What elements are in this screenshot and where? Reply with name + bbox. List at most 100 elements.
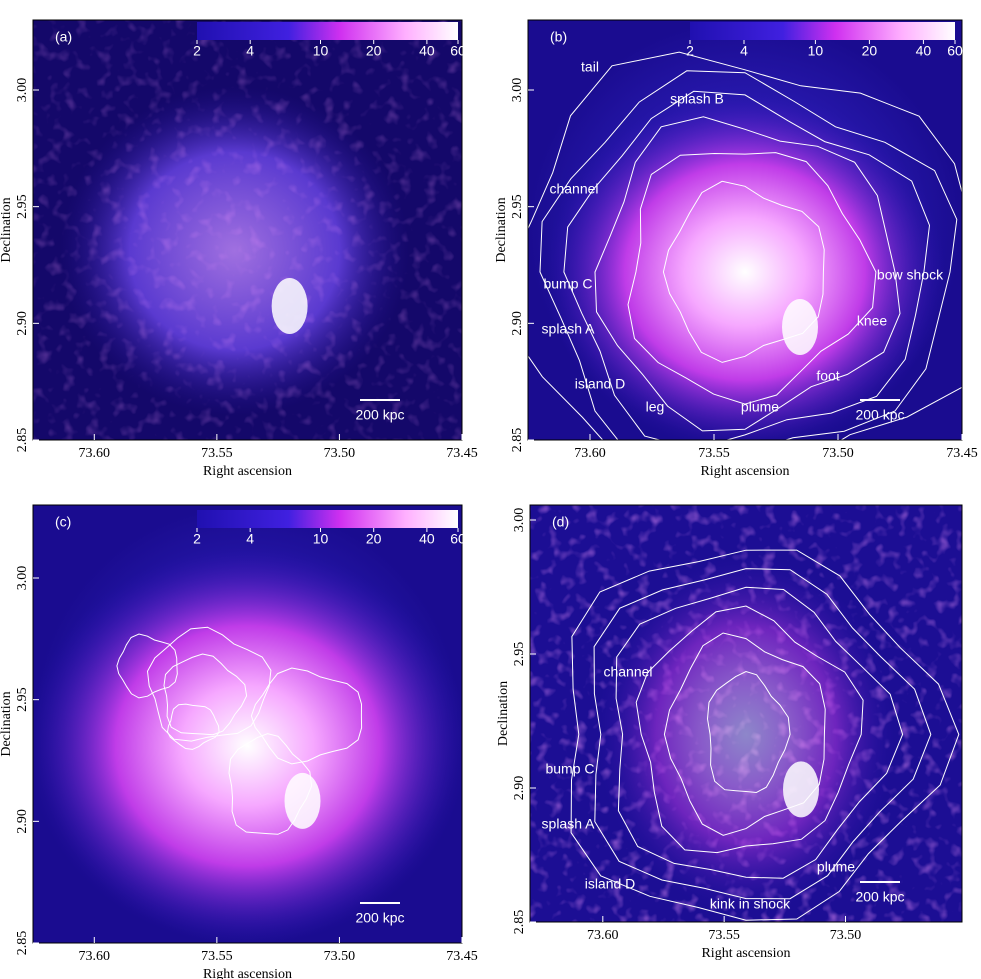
x-tick-label: 73.45 bbox=[446, 949, 478, 964]
annotation: bump C bbox=[543, 276, 592, 292]
y-tick-label: 2.95 bbox=[15, 687, 30, 712]
annotation: channel bbox=[549, 181, 598, 197]
x-tick-label: 73.60 bbox=[79, 446, 111, 461]
x-tick-label: 73.60 bbox=[574, 446, 606, 461]
image bbox=[528, 20, 962, 440]
contour bbox=[228, 733, 313, 835]
x-tick-label: 73.60 bbox=[79, 949, 111, 964]
cluster-emission bbox=[545, 92, 945, 440]
colorbar-tick-label: 4 bbox=[246, 531, 254, 547]
colorbar-tick-label: 10 bbox=[808, 43, 824, 59]
colorbar-tick-label: 4 bbox=[246, 43, 254, 59]
contour bbox=[662, 180, 825, 363]
x-tick-label: 73.50 bbox=[324, 446, 356, 461]
annotation: foot bbox=[816, 368, 839, 384]
colorbar-tick-label: 20 bbox=[366, 531, 382, 547]
contour bbox=[594, 116, 901, 432]
colorbar-tick-label: 20 bbox=[366, 43, 382, 59]
colorbar-tick-label: 10 bbox=[313, 531, 329, 547]
y-tick-label: 2.90 bbox=[15, 311, 30, 336]
bright-core bbox=[783, 761, 819, 818]
x-tick-label: 73.50 bbox=[324, 949, 356, 964]
colorbar-tick-label: 2 bbox=[686, 43, 694, 59]
bright-core bbox=[271, 278, 308, 334]
scale-bar-label: 200 kpc bbox=[355, 407, 404, 423]
x-tick-label: 73.55 bbox=[698, 446, 730, 461]
y-tick-label: 2.90 bbox=[512, 776, 527, 801]
y-axis-label: Declination bbox=[0, 197, 14, 262]
annotation: island D bbox=[585, 876, 636, 892]
bright-core bbox=[782, 299, 818, 355]
colorbar-tick-label: 60 bbox=[450, 531, 466, 547]
scale-bar-label: 200 kpc bbox=[855, 889, 904, 905]
annotation: bump C bbox=[545, 761, 594, 777]
colorbar-tick-label: 40 bbox=[916, 43, 932, 59]
scale-bar-label: 200 kpc bbox=[355, 910, 404, 926]
colorbar-tick-label: 40 bbox=[419, 531, 435, 547]
contour bbox=[539, 70, 958, 440]
bright-core bbox=[284, 772, 321, 829]
image bbox=[33, 20, 462, 440]
panel-label: (a) bbox=[55, 29, 72, 45]
annotation: kink in shock bbox=[710, 896, 791, 912]
colorbar-tick-label: 20 bbox=[862, 43, 878, 59]
annotation: leg bbox=[646, 399, 665, 415]
y-tick-label: 2.95 bbox=[15, 194, 30, 219]
y-tick-label: 2.85 bbox=[15, 931, 30, 956]
colorbar-tick-label: 2 bbox=[193, 43, 201, 59]
colorbar-tick-label: 40 bbox=[419, 43, 435, 59]
contour bbox=[627, 152, 877, 405]
panel: 73.60 73.55 73.50 73.45 2.85 2.90 2.95 3.00 Righ… bbox=[0, 19, 478, 479]
colorbar-tick-label: 4 bbox=[740, 43, 748, 59]
y-tick-label: 2.85 bbox=[510, 428, 525, 453]
y-tick-label: 2.85 bbox=[512, 910, 527, 935]
y-tick-label: 3.00 bbox=[15, 78, 30, 103]
colorbar bbox=[197, 510, 458, 528]
x-tick-label: 73.50 bbox=[822, 446, 854, 461]
contour bbox=[563, 90, 931, 440]
colorbar-tick-label: 2 bbox=[193, 531, 201, 547]
y-tick-label: 2.95 bbox=[512, 642, 527, 667]
contour bbox=[615, 586, 904, 879]
x-axis-label: Right ascension bbox=[203, 464, 292, 479]
panel: 73.60 73.55 73.50 73.45 2.85 2.90 2.95 3.00 Righ… bbox=[0, 504, 478, 979]
annotation: tail bbox=[581, 59, 599, 75]
panel: 73.60 73.55 73.50 73.45 2.85 2.90 2.95 3.00 Righ… bbox=[494, 19, 978, 479]
contour bbox=[116, 633, 178, 699]
contour bbox=[663, 632, 826, 836]
cluster-emission bbox=[33, 545, 462, 943]
x-tick-label: 73.45 bbox=[946, 446, 978, 461]
y-tick-label: 2.90 bbox=[510, 311, 525, 336]
y-axis-label: Declination bbox=[494, 197, 509, 262]
frame bbox=[32, 504, 463, 944]
frame bbox=[32, 19, 463, 441]
colorbar-tick-label: 10 bbox=[313, 43, 329, 59]
x-tick-label: 73.60 bbox=[587, 928, 619, 943]
image bbox=[530, 505, 962, 922]
image bbox=[33, 505, 462, 943]
contour bbox=[166, 703, 220, 750]
colorbar-tick-label: 60 bbox=[450, 43, 466, 59]
annotation: splash A bbox=[542, 321, 596, 337]
panel-label: (d) bbox=[552, 514, 569, 530]
x-tick-label: 73.55 bbox=[201, 949, 233, 964]
x-tick-label: 73.50 bbox=[830, 928, 862, 943]
y-tick-label: 3.00 bbox=[510, 78, 525, 103]
panel: 73.60 73.55 73.50 2.85 2.90 2.95 3.00 Right asc… bbox=[496, 504, 963, 961]
contour bbox=[163, 653, 248, 736]
x-axis-label: Right ascension bbox=[203, 967, 292, 979]
annotation: splash A bbox=[542, 816, 596, 832]
scale-bar-label: 200 kpc bbox=[855, 407, 904, 423]
noise bbox=[33, 20, 462, 440]
x-tick-label: 73.55 bbox=[201, 446, 233, 461]
x-tick-label: 73.55 bbox=[708, 928, 740, 943]
colorbar bbox=[690, 22, 955, 40]
panel-label: (b) bbox=[550, 29, 567, 45]
annotation: island D bbox=[575, 376, 626, 392]
frame bbox=[527, 19, 963, 441]
contour bbox=[528, 51, 962, 440]
x-axis-label: Right ascension bbox=[701, 946, 790, 961]
contour bbox=[635, 605, 864, 854]
contour bbox=[706, 670, 791, 794]
